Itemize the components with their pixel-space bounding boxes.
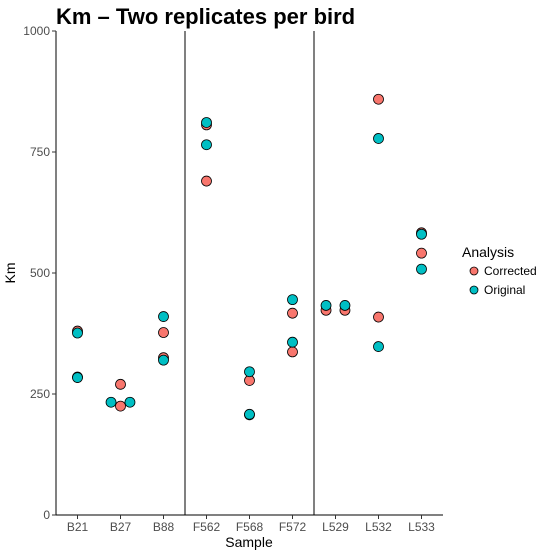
data-point-original <box>72 372 83 383</box>
data-point-corrected <box>115 378 126 390</box>
data-point-original <box>158 354 169 366</box>
x-axis-title: Sample <box>225 534 273 550</box>
legend: Analysis Corrected Original <box>462 244 537 297</box>
y-tick-label: 1000 <box>23 24 50 38</box>
legend-key-original <box>469 285 479 295</box>
data-point-corrected <box>373 93 384 105</box>
x-tick-label: F562 <box>193 520 221 534</box>
data-point-corrected <box>416 247 427 259</box>
data-point-original <box>373 341 384 352</box>
data-point-corrected <box>158 327 169 338</box>
legend-title: Analysis <box>462 244 514 260</box>
data-point-corrected <box>287 307 298 319</box>
x-tick-label: B21 <box>67 520 89 534</box>
y-axis-title: Km <box>2 263 18 284</box>
data-point-corrected <box>287 346 298 358</box>
y-tick-label: 500 <box>30 266 50 280</box>
data-point-corrected <box>373 311 384 323</box>
x-tick-label: L533 <box>408 520 435 534</box>
x-tick-label: B88 <box>153 520 175 534</box>
x-tick-label: F572 <box>279 520 307 534</box>
x-tick-label: L529 <box>322 520 349 534</box>
data-point-original <box>201 117 212 128</box>
y-tick-label: 250 <box>30 387 50 401</box>
data-point-original <box>373 133 384 144</box>
data-point-original <box>201 139 212 151</box>
data-point-original <box>287 336 298 348</box>
legend-label-corrected: Corrected <box>484 264 537 278</box>
legend-key-corrected <box>469 266 479 276</box>
data-point-original <box>72 327 83 339</box>
x-tick-label: F568 <box>236 520 264 534</box>
data-point-corrected <box>201 175 212 187</box>
x-tick-label: B27 <box>110 520 132 534</box>
data-point-original <box>287 294 298 306</box>
y-tick-label: 750 <box>30 145 50 159</box>
y-tick-label: 0 <box>43 508 50 522</box>
data-point-original <box>320 300 332 311</box>
data-point-original <box>416 228 427 240</box>
plot-area: 0 250 500 750 1000 B21 B27 B88 F562 F568 F572 L529 L… <box>23 24 443 534</box>
data-point-original <box>244 408 255 420</box>
data-point-original <box>158 311 169 322</box>
data-point-original <box>416 263 427 275</box>
data-point-original <box>105 396 117 408</box>
legend-label-original: Original <box>484 283 525 297</box>
data-point-corrected <box>115 400 126 412</box>
x-tick-label: L532 <box>365 520 392 534</box>
data-point-original <box>124 396 136 408</box>
data-point-original <box>244 366 255 378</box>
data-point-original <box>339 300 351 311</box>
chart-title: Km – Two replicates per bird <box>56 4 355 29</box>
